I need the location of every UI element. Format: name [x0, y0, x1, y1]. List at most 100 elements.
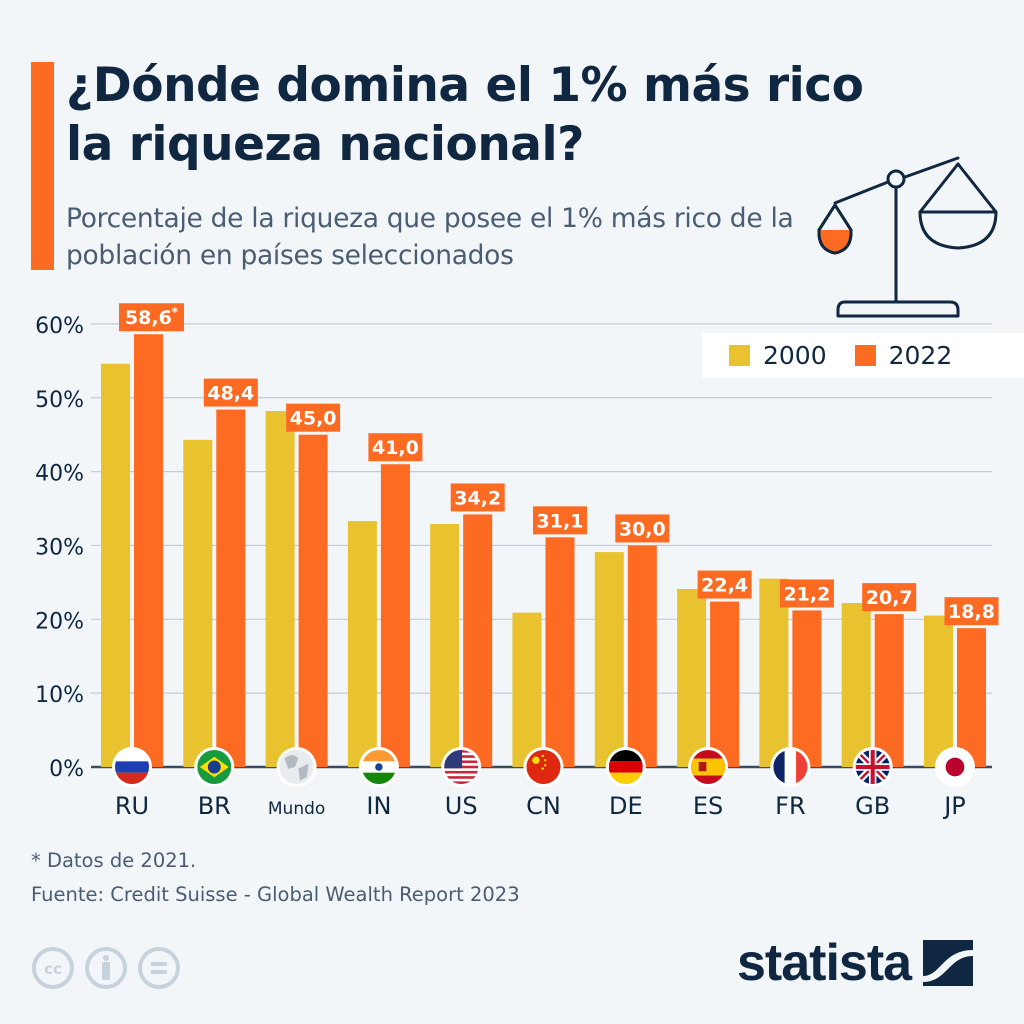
data-label-box — [450, 483, 505, 512]
x-tick-label: RU — [115, 792, 149, 820]
y-tick-label: 60% — [35, 314, 84, 339]
data-label: 21,2 — [783, 583, 830, 605]
legend-swatch-2022 — [854, 345, 876, 366]
bar-2000-fr — [759, 578, 789, 767]
x-tick-label: US — [445, 792, 478, 820]
statista-logo[interactable]: statista — [737, 934, 974, 992]
data-label: 58,6* — [125, 305, 179, 329]
data-label: 34,2 — [454, 487, 501, 509]
bar-2022-gb — [874, 614, 904, 767]
legend-item-2000: 2000 — [729, 341, 827, 370]
bar-2000-jp — [924, 615, 953, 767]
bar-2000-ru — [101, 363, 130, 767]
flag-border — [523, 747, 564, 787]
flag-border — [112, 747, 152, 787]
flag-germany-icon — [608, 750, 643, 784]
flag-uk-icon — [855, 750, 890, 784]
data-label-box — [286, 403, 341, 432]
balance-scale-icon — [817, 156, 998, 318]
flag-spain-icon — [691, 750, 726, 784]
bar-2022-jp — [957, 628, 986, 767]
legend-swatch-2000 — [729, 345, 750, 366]
bar-2022-mundo — [298, 434, 328, 767]
globe-world-icon — [279, 750, 314, 784]
y-tick-label: 30% — [35, 535, 84, 560]
flag-france-icon — [773, 750, 808, 784]
y-tick-label: 20% — [35, 609, 84, 634]
bar-2000-gb — [841, 603, 871, 767]
flag-border — [770, 747, 811, 787]
flag-border — [358, 747, 399, 787]
flag-border — [852, 747, 893, 787]
x-tick-label: BR — [198, 792, 231, 820]
data-label: 41,0 — [372, 437, 419, 459]
statista-logo-text: statista — [737, 934, 912, 992]
data-label-box — [779, 579, 834, 608]
bar-2022-es — [710, 601, 740, 767]
data-label-box — [119, 303, 184, 332]
bar-2022-br — [216, 409, 246, 767]
flag-border — [194, 747, 235, 787]
y-tick-label: 50% — [35, 388, 84, 413]
flag-border — [276, 747, 317, 787]
y-tick-label: 40% — [35, 462, 84, 487]
bar-2022-ru — [134, 334, 163, 767]
chart-title: ¿Dónde domina el 1% más rico la riqueza … — [66, 58, 864, 172]
flag-india-icon — [361, 750, 396, 784]
flag-border — [935, 747, 975, 787]
source-text: Fuente: Credit Suisse - Global Wealth Re… — [31, 883, 520, 906]
x-tick-label: ES — [693, 792, 723, 820]
bar-2022-de — [627, 545, 657, 767]
y-tick-label: 10% — [35, 683, 84, 708]
data-label: 48,4 — [207, 383, 254, 405]
flag-russia-icon — [115, 750, 149, 784]
legend-item-2022: 2022 — [854, 341, 953, 370]
x-tick-label: IN — [366, 792, 391, 820]
no-derivatives-icon[interactable] — [137, 946, 181, 990]
data-label-box — [368, 433, 423, 462]
bar-2022-cn — [545, 537, 575, 767]
data-label: 31,1 — [537, 510, 584, 532]
x-tick-label: JP — [942, 792, 966, 820]
bar-2022-in — [380, 464, 410, 767]
data-label: 20,7 — [866, 587, 913, 609]
flag-brazil-icon — [197, 750, 232, 784]
data-label: 30,0 — [619, 518, 666, 540]
svg-text:cc: cc — [44, 960, 62, 978]
bar-2000-br — [183, 439, 213, 767]
license-icons: cc — [31, 946, 181, 990]
bar-2000-us — [430, 524, 460, 767]
flag-border — [605, 747, 646, 787]
creative-commons-icon[interactable]: cc — [31, 946, 75, 990]
chart-legend: 2000 2022 — [702, 333, 1024, 378]
data-label-box — [697, 570, 752, 599]
bar-2022-fr — [792, 610, 822, 767]
title-accent-bar — [31, 62, 54, 270]
flag-china-icon — [526, 750, 561, 784]
data-label-box — [533, 506, 587, 535]
x-tick-label: FR — [775, 792, 805, 820]
bar-2000-es — [677, 589, 707, 767]
x-tick-label: Mundo — [268, 799, 325, 819]
statista-logo-mark-icon — [923, 940, 974, 986]
x-tick-label: GB — [855, 792, 890, 820]
y-tick-label: 0% — [49, 757, 84, 782]
flag-border — [688, 747, 729, 787]
data-label: 45,0 — [290, 408, 337, 430]
x-tick-label: CN — [526, 792, 561, 820]
data-label-box — [944, 597, 999, 626]
footnote: * Datos de 2021. — [31, 849, 197, 872]
attribution-icon[interactable] — [84, 946, 128, 990]
legend-label-2022: 2022 — [888, 341, 953, 370]
bar-2022-us — [463, 514, 493, 767]
bar-2000-de — [594, 552, 624, 767]
legend-label-2000: 2000 — [763, 341, 827, 370]
x-tick-label: DE — [609, 792, 643, 820]
bar-2000-cn — [512, 612, 542, 767]
bar-2000-in — [347, 521, 377, 767]
chart-subtitle: Porcentaje de la riqueza que posee el 1%… — [66, 203, 794, 271]
data-label: 18,8 — [948, 601, 995, 623]
data-label: 22,4 — [701, 575, 748, 597]
flag-japan-icon — [938, 750, 972, 784]
flag-usa-icon — [444, 750, 479, 784]
